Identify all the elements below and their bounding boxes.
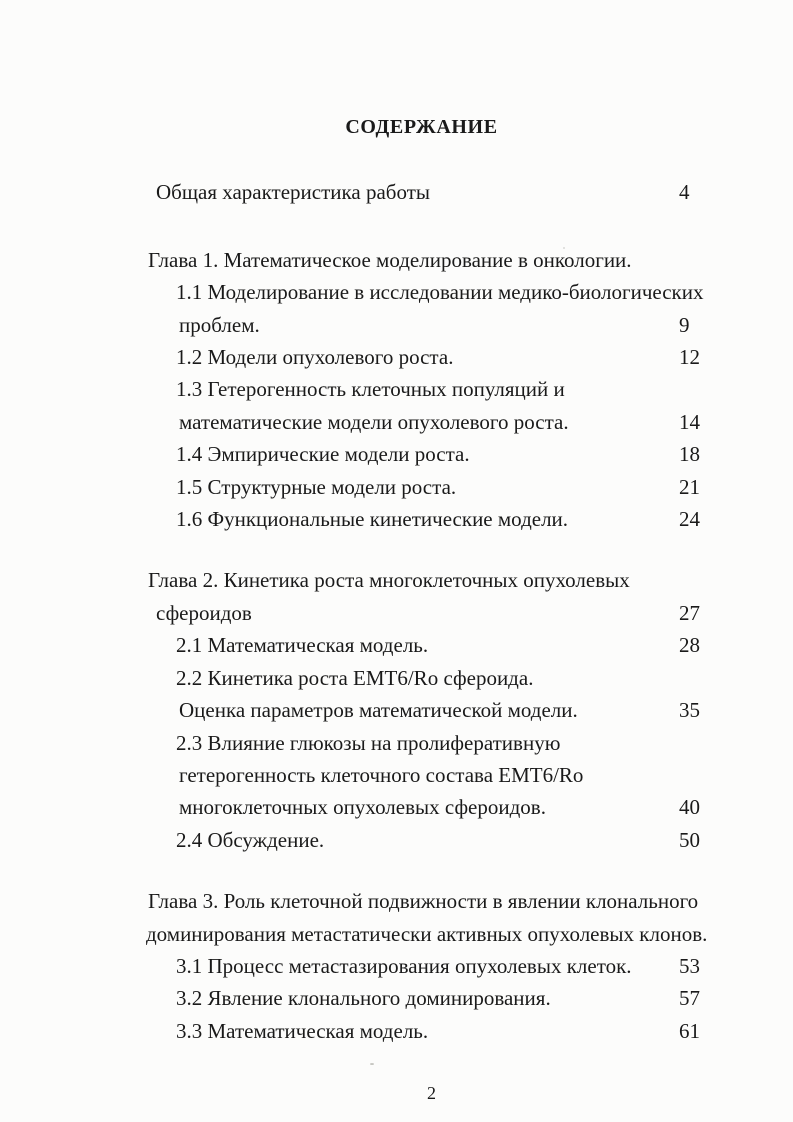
toc-page-number: 12 (679, 345, 700, 370)
scan-speck (370, 1063, 374, 1065)
toc-page-number: 53 (679, 953, 700, 978)
toc-entry-text: Глава 2. Кинетика роста многоклеточных о… (148, 568, 630, 593)
toc-entry-text: математические модели опухолевого роста. (179, 409, 569, 434)
toc-entry-text: 2.4 Обсуждение. (176, 827, 325, 852)
toc-row: математические модели опухолевого роста.… (0, 406, 793, 438)
toc-entry-text: 1.3 Гетерогенность клеточных популяций и (176, 377, 565, 402)
toc-entry-text: 1.2 Модели опухолевого роста. (176, 345, 454, 370)
toc-entry-text: 1.5 Структурные модели роста. (176, 474, 457, 499)
toc-row: 1.5 Структурные модели роста. 21 (0, 471, 793, 503)
toc-page-number: 21 (679, 474, 700, 499)
toc-entry-text: 1.1 Моделирование в исследовании медико-… (176, 280, 704, 305)
toc-row: гетерогенность клеточного состава EMT6/R… (0, 759, 793, 791)
scan-speck (563, 247, 565, 249)
toc-row: Глава 3. Роль клеточной подвижности в яв… (0, 885, 793, 917)
toc-row: доминирования метастатически активных оп… (0, 918, 793, 950)
toc-page-number: 61 (679, 1018, 700, 1043)
toc-row: 2.2 Кинетика роста EMT6/Ro сфероида. (0, 662, 793, 694)
toc-page-number: 57 (679, 986, 700, 1011)
toc-entry-text: проблем. (179, 312, 260, 337)
toc-row: 3.2 Явление клонального доминирования. 57 (0, 982, 793, 1014)
toc-row: 1.6 Функциональные кинетические модели. 2… (0, 503, 793, 535)
toc-entry-text: Глава 3. Роль клеточной подвижности в яв… (148, 889, 699, 914)
toc-page-number: 40 (679, 795, 700, 820)
toc-row: Глава 2. Кинетика роста многоклеточных о… (0, 564, 793, 596)
toc-page-number: 35 (679, 698, 700, 723)
toc-row: 2.3 Влияние глюкозы на пролиферативную (0, 727, 793, 759)
toc-row: 1.2 Модели опухолевого роста. 12 (0, 341, 793, 373)
toc-row: Глава 1. Математическое моделирование в … (0, 244, 793, 276)
toc-entry-text: 2.3 Влияние глюкозы на пролиферативную (176, 730, 561, 755)
toc-page-number: 24 (679, 507, 700, 532)
toc-row: Общая характеристика работы 4 (0, 176, 793, 208)
toc-row: 1.4 Эмпирические модели роста. 18 (0, 438, 793, 470)
toc-entry-text: Оценка параметров математической модели. (179, 698, 578, 723)
toc-page-number: 18 (679, 442, 700, 467)
toc-entry-text: Общая характеристика работы (156, 180, 430, 205)
toc-page-number: 27 (679, 600, 700, 625)
toc-row: проблем. 9 (0, 309, 793, 341)
toc-entry-text: Глава 1. Математическое моделирование в … (148, 247, 632, 272)
toc-page-number: 14 (679, 409, 700, 434)
toc-entry-text: гетерогенность клеточного состава EMT6/R… (179, 762, 584, 787)
toc-row: 3.3 Математическая модель. 61 (0, 1015, 793, 1047)
toc-entry-text: 3.3 Математическая модель. (176, 1018, 429, 1043)
toc-entry-text: 3.1 Процесс метастазирования опухолевых … (176, 953, 632, 978)
toc-entry-text: многоклеточных опухолевых сфероидов. (179, 795, 546, 820)
toc-row: 1.1 Моделирование в исследовании медико-… (0, 276, 793, 308)
toc-entry-text: 1.4 Эмпирические модели роста. (176, 442, 470, 467)
toc-entry-text: сфероидов (156, 600, 252, 625)
toc-page-number: 28 (679, 633, 700, 658)
toc-row: 2.4 Обсуждение. 50 (0, 824, 793, 856)
toc-row: Оценка параметров математической модели.… (0, 694, 793, 726)
page-title: СОДЕРЖАНИЕ (345, 116, 498, 138)
toc-page-number: 50 (679, 827, 700, 852)
toc-row: 1.3 Гетерогенность клеточных популяций и (0, 373, 793, 405)
toc-entry-text: 3.2 Явление клонального доминирования. (176, 986, 551, 1011)
toc-row: 2.1 Математическая модель. 28 (0, 629, 793, 661)
toc-row: 3.1 Процесс метастазирования опухолевых … (0, 950, 793, 982)
toc-entry-text: 2.1 Математическая модель. (176, 633, 429, 658)
toc-entry-text: доминирования метастатически активных оп… (146, 921, 708, 946)
toc-page-number: 9 (679, 312, 690, 337)
toc-row: сфероидов 27 (0, 597, 793, 629)
toc-row: многоклеточных опухолевых сфероидов. 40 (0, 791, 793, 823)
footer-page-number: 2 (427, 1083, 436, 1103)
toc-page-number: 4 (679, 180, 690, 205)
table-of-contents: Общая характеристика работы 4 Глава 1. Мат… (0, 176, 793, 1047)
toc-entry-text: 1.6 Функциональные кинетические модели. (176, 507, 569, 532)
toc-entry-text: 2.2 Кинетика роста EMT6/Ro сфероида. (176, 665, 534, 690)
